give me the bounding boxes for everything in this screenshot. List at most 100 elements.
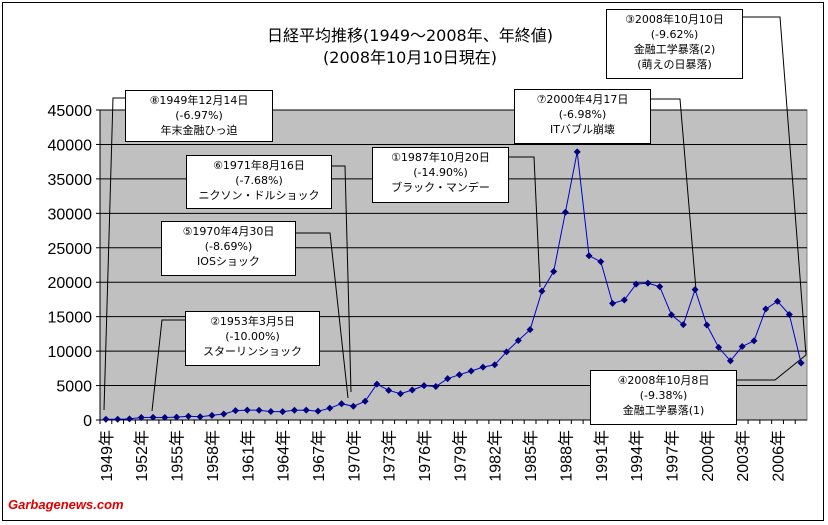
annotation-line: ③2008年10月10日 bbox=[625, 13, 724, 26]
data-point bbox=[561, 208, 569, 216]
x-tick-label: 1994年 bbox=[628, 430, 646, 482]
data-point bbox=[338, 400, 346, 408]
data-point bbox=[503, 348, 511, 356]
x-tick-label: 1985年 bbox=[522, 430, 540, 482]
data-point bbox=[538, 287, 546, 295]
data-point bbox=[491, 361, 499, 369]
annotation-box: ⑥1971年8月16日 (-7.68%) ニクソン・ドルショック bbox=[186, 155, 332, 209]
data-point bbox=[326, 404, 334, 412]
annotation-box: ⑧1949年12月14日 (-6.97%) 年末金融ひっ迫 bbox=[125, 90, 273, 142]
data-point bbox=[762, 305, 770, 313]
annotation-leader bbox=[103, 97, 125, 411]
annotation-leader bbox=[151, 319, 185, 412]
data-point bbox=[290, 406, 298, 414]
annotation-box: ①1987年10月20日 (-14.90%) ブラック・マンデー bbox=[372, 147, 509, 203]
x-tick-label: 1949年 bbox=[98, 430, 116, 482]
data-point bbox=[526, 326, 534, 334]
annotation-leaders bbox=[103, 16, 807, 412]
annotation-line: (-9.62%) bbox=[650, 28, 699, 41]
data-point bbox=[220, 410, 228, 418]
annotation-line: ①1987年10月20日 bbox=[391, 151, 490, 164]
data-point bbox=[208, 411, 216, 419]
annotation-leader bbox=[651, 98, 697, 291]
data-point bbox=[585, 252, 593, 260]
annotation-line: ②1953年3月5日 bbox=[210, 315, 295, 328]
data-point bbox=[396, 390, 404, 398]
data-markers bbox=[102, 148, 805, 423]
data-point bbox=[161, 414, 169, 422]
annotation-line: (-10.00%) bbox=[225, 330, 280, 343]
annotation-leader bbox=[332, 165, 352, 393]
x-tick-label: 1967年 bbox=[310, 430, 328, 482]
annotation-line: (-9.38%) bbox=[639, 389, 688, 402]
x-tick-label: 1979年 bbox=[451, 430, 469, 482]
data-point bbox=[302, 406, 310, 414]
annotation-line: ⑥1971年8月16日 bbox=[213, 159, 305, 172]
data-point bbox=[114, 415, 122, 423]
y-tick-label: 20000 bbox=[48, 275, 93, 292]
x-tick-label: 1976年 bbox=[416, 430, 434, 482]
annotation-box: ⑤1970年4月30日 (-8.69%) IOSショック bbox=[161, 221, 296, 276]
data-point bbox=[679, 321, 687, 329]
data-point bbox=[279, 408, 287, 416]
x-tick-label: 2000年 bbox=[699, 430, 717, 482]
data-point bbox=[255, 406, 263, 414]
annotation-line: ⑧1949年12月14日 bbox=[149, 94, 249, 107]
data-point bbox=[550, 267, 558, 275]
x-tick-label: 1955年 bbox=[169, 430, 187, 482]
x-tick-label: 1988年 bbox=[557, 430, 575, 482]
x-axis: 1949年 1952年 1955年 1958年 1961年 1964年 1967年 1970年… bbox=[98, 419, 807, 482]
annotation-line: スターリンショック bbox=[203, 345, 302, 358]
x-tick-label: 1961年 bbox=[239, 430, 257, 482]
data-point bbox=[361, 397, 369, 405]
data-point bbox=[609, 299, 617, 307]
annotation-line: 年末金融ひっ迫 bbox=[160, 124, 238, 137]
data-point bbox=[597, 258, 605, 266]
annotation-line: (-8.69%) bbox=[204, 240, 253, 253]
x-tick-label: 1997年 bbox=[663, 430, 681, 482]
annotation-line: (-6.98%) bbox=[558, 108, 607, 121]
annotation-leader bbox=[737, 354, 807, 381]
annotation-line: (-6.97%) bbox=[175, 109, 223, 122]
data-point bbox=[620, 296, 628, 304]
annotation-line: IOSショック bbox=[197, 255, 260, 268]
y-tick-label: 40000 bbox=[48, 137, 93, 154]
annotation-line: ⑤1970年4月30日 bbox=[182, 225, 275, 238]
data-point bbox=[644, 279, 652, 287]
annotation-line: ニクソン・ドルショック bbox=[198, 189, 320, 202]
annotation-line: (-7.68%) bbox=[235, 174, 283, 187]
data-point bbox=[797, 359, 805, 367]
data-point bbox=[479, 363, 487, 371]
data-point bbox=[102, 415, 110, 423]
annotation-box: ②1953年3月5日 (-10.00%) スターリンショック bbox=[185, 311, 320, 366]
data-point bbox=[774, 297, 782, 305]
annotation-leader bbox=[509, 156, 541, 288]
data-point bbox=[573, 148, 581, 156]
annotation-leader bbox=[296, 232, 349, 399]
annotation-line: 金融工学暴落(1) bbox=[622, 404, 705, 417]
chart-subtitle: (2008年10月10日現在) bbox=[323, 48, 497, 67]
annotation-line: (萌えの日暴落) bbox=[637, 58, 712, 71]
data-point bbox=[385, 386, 393, 394]
data-point bbox=[455, 371, 463, 379]
data-point bbox=[738, 342, 746, 350]
annotation-line: ⑦2000年4月17日 bbox=[536, 93, 629, 106]
data-point bbox=[667, 311, 675, 319]
data-point bbox=[467, 367, 475, 375]
y-tick-label: 10000 bbox=[48, 344, 93, 361]
data-point bbox=[420, 382, 428, 390]
data-point bbox=[444, 375, 452, 383]
annotation-line: (-14.90%) bbox=[413, 166, 468, 179]
data-point bbox=[785, 311, 793, 319]
data-point bbox=[408, 386, 416, 394]
x-tick-label: 1991年 bbox=[593, 430, 611, 482]
data-point bbox=[232, 407, 240, 415]
x-tick-label: 1970年 bbox=[345, 430, 363, 482]
x-tick-label: 1964年 bbox=[275, 430, 293, 482]
y-tick-label: 35000 bbox=[48, 172, 93, 189]
data-point bbox=[656, 283, 664, 291]
y-tick-label: 5000 bbox=[56, 379, 92, 396]
data-point bbox=[184, 412, 192, 420]
data-point bbox=[632, 280, 640, 288]
data-point bbox=[196, 413, 204, 421]
